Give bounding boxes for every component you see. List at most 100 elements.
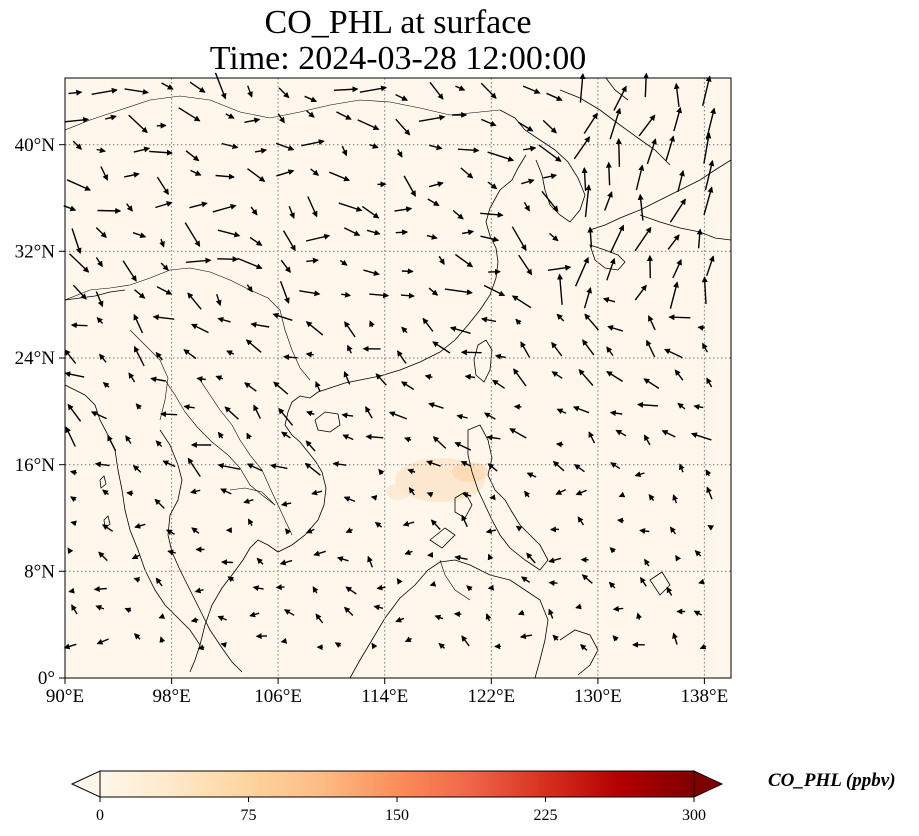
wind-arrow (549, 232, 559, 242)
wind-arrow (613, 85, 627, 111)
wind-arrow (454, 554, 468, 561)
wind-arrow (523, 145, 537, 152)
wind-arrow (189, 201, 208, 209)
wind-arrow (438, 642, 445, 650)
wind-arrow (64, 116, 90, 123)
wind-arrow (95, 257, 103, 268)
colorbar-extend-max (693, 770, 724, 798)
wind-arrow (693, 403, 704, 410)
wind-arrow (133, 577, 141, 583)
wind-arrow (552, 634, 559, 641)
colorbar-tick-label: 75 (241, 807, 257, 824)
wind-arrow (220, 642, 227, 649)
wind-arrow (305, 440, 316, 452)
wind-arrow (307, 196, 318, 218)
wind-arrow (556, 408, 567, 415)
wind-arrow (224, 406, 239, 420)
wind-arrow (696, 228, 703, 249)
wind-arrow (646, 138, 657, 165)
x-axis-labels: 90°E 98°E 106°E 114°E 122°E 130°E 138°E (46, 686, 728, 707)
wind-arrow (552, 460, 565, 472)
wind-arrow (68, 587, 75, 594)
wind-arrow (636, 612, 642, 620)
wind-arrow (283, 354, 298, 361)
wind-arrow (643, 434, 651, 446)
wind-arrow (275, 142, 295, 151)
wind-arrow (95, 605, 105, 611)
wind-arrow (250, 321, 270, 328)
map-background (65, 78, 731, 678)
x-tick-label: 114°E (361, 686, 408, 707)
wind-arrow (422, 317, 434, 332)
wind-arrow (429, 580, 437, 587)
wind-arrow (63, 205, 77, 212)
wind-arrow (663, 348, 683, 359)
wind-arrow (134, 522, 146, 529)
wind-arrow (252, 585, 264, 592)
wind-arrow (283, 609, 295, 616)
wind-arrow (276, 169, 295, 177)
wind-arrow (361, 205, 380, 219)
wind-arrow (511, 226, 527, 251)
wind-arrow (217, 256, 239, 263)
wind-arrow (408, 486, 415, 496)
wind-arrow (404, 549, 413, 556)
wind-arrow (522, 85, 541, 94)
wind-arrow (133, 633, 141, 640)
wind-arrow (272, 312, 293, 321)
wind-arrow (190, 617, 199, 623)
wind-arrow (67, 403, 82, 422)
wind-arrow (609, 547, 616, 554)
wind-arrow (68, 89, 83, 96)
wind-arrow (520, 576, 531, 583)
wind-arrow (189, 81, 206, 93)
wind-arrow (273, 381, 289, 395)
x-tick-label: 106°E (254, 686, 302, 707)
wind-arrow (612, 635, 619, 642)
wind-arrow (575, 489, 587, 496)
wind-arrow (347, 344, 353, 354)
wind-arrow (587, 226, 594, 248)
wind-arrow (166, 529, 175, 536)
wind-arrow (343, 496, 356, 503)
wind-arrow (299, 290, 321, 297)
wind-arrow (444, 288, 473, 296)
wind-arrow (582, 339, 595, 356)
concentration-plume-core (452, 462, 488, 482)
wind-arrow (572, 405, 590, 414)
wind-arrow (669, 198, 686, 223)
wind-arrow (694, 550, 702, 557)
wind-arrow (64, 371, 85, 378)
wind-arrow (155, 201, 173, 209)
wind-arrow (133, 345, 145, 367)
wind-arrow (466, 585, 473, 592)
wind-arrow (675, 554, 681, 562)
wind-arrow (407, 468, 416, 475)
wind-arrow (520, 341, 531, 358)
wind-arrow (333, 86, 359, 93)
colorbar-title: CO_PHL (ppbv) (768, 770, 896, 791)
wind-arrow (65, 426, 76, 447)
wind-arrow (480, 235, 500, 243)
wind-arrow (494, 353, 506, 360)
wind-arrow (673, 82, 680, 107)
wind-arrow (574, 256, 589, 287)
wind-arrow (461, 514, 468, 528)
wind-arrow (246, 432, 253, 440)
wind-arrow (699, 643, 707, 650)
wind-arrow (548, 608, 554, 619)
wind-arrow (542, 119, 557, 134)
wind-arrow (703, 186, 714, 216)
wind-arrow (602, 297, 616, 303)
wind-arrow (72, 140, 83, 150)
wind-arrow (225, 113, 235, 119)
wind-arrow (460, 349, 482, 356)
wind-arrow (102, 489, 109, 496)
y-tick-label: 8°N (24, 562, 55, 583)
wind-arrow (643, 72, 650, 98)
wind-arrow (609, 107, 622, 140)
wind-arrow (485, 528, 497, 534)
wind-arrow (609, 410, 623, 417)
wind-arrow (183, 404, 195, 411)
wind-arrow (429, 144, 443, 151)
